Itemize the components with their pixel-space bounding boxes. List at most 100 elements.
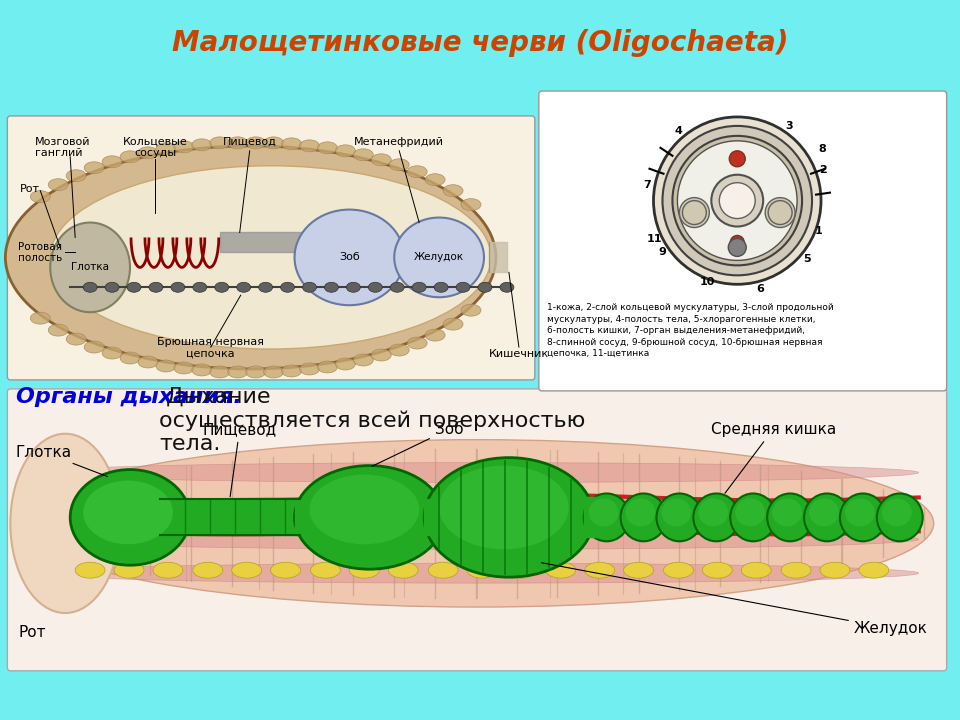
Ellipse shape [585,562,614,578]
Text: 10: 10 [700,277,715,287]
Ellipse shape [192,364,212,376]
Circle shape [672,136,802,266]
FancyBboxPatch shape [539,91,947,391]
Ellipse shape [264,137,283,149]
Circle shape [683,201,707,225]
Ellipse shape [192,139,212,150]
Ellipse shape [6,146,496,369]
Ellipse shape [228,137,248,149]
Text: Органы дыхания.: Органы дыхания. [16,387,242,407]
Ellipse shape [50,166,491,349]
Ellipse shape [48,324,68,336]
Text: 9: 9 [659,248,666,258]
Ellipse shape [731,493,776,541]
Circle shape [654,117,821,284]
Ellipse shape [300,140,320,152]
Ellipse shape [31,312,50,324]
Circle shape [768,201,792,225]
Ellipse shape [461,305,481,316]
Text: 5: 5 [804,254,811,264]
Ellipse shape [215,282,228,292]
Circle shape [719,183,756,219]
Ellipse shape [389,344,409,356]
Text: Глотка: Глотка [71,262,109,272]
Ellipse shape [369,282,382,292]
Ellipse shape [663,562,693,578]
Ellipse shape [174,141,194,153]
Text: Желудок: Желудок [541,563,927,636]
Ellipse shape [424,458,593,577]
Ellipse shape [237,282,251,292]
Ellipse shape [425,329,445,341]
Ellipse shape [105,282,119,292]
Ellipse shape [318,142,337,154]
Ellipse shape [772,498,802,526]
Ellipse shape [20,440,934,607]
Ellipse shape [102,347,122,359]
Ellipse shape [478,282,492,292]
Ellipse shape [809,498,839,526]
Text: 4: 4 [675,126,683,136]
FancyBboxPatch shape [8,389,947,671]
Ellipse shape [66,170,86,181]
Ellipse shape [156,360,176,372]
Ellipse shape [767,493,813,541]
Ellipse shape [36,463,919,482]
Ellipse shape [588,498,618,526]
Ellipse shape [500,282,514,292]
Text: Средняя кишка: Средняя кишка [710,422,836,493]
Text: 3: 3 [785,121,793,131]
Ellipse shape [193,282,206,292]
Ellipse shape [412,282,426,292]
Ellipse shape [620,493,666,541]
Ellipse shape [127,282,141,292]
Ellipse shape [66,333,86,345]
Ellipse shape [741,562,771,578]
Ellipse shape [120,352,140,364]
Ellipse shape [50,222,130,312]
Ellipse shape [84,162,104,174]
Ellipse shape [114,562,144,578]
Ellipse shape [149,282,163,292]
Ellipse shape [353,149,373,161]
Ellipse shape [335,358,355,370]
Text: Желудок: Желудок [414,253,465,262]
Ellipse shape [258,282,273,292]
Ellipse shape [280,282,295,292]
Ellipse shape [626,498,656,526]
Ellipse shape [174,362,194,374]
Ellipse shape [781,562,811,578]
Circle shape [765,197,795,228]
Ellipse shape [407,337,427,349]
Ellipse shape [389,159,409,171]
Text: Кишечник: Кишечник [489,349,549,359]
Ellipse shape [456,282,470,292]
Ellipse shape [193,562,223,578]
Ellipse shape [70,469,190,565]
Circle shape [662,126,812,275]
Text: Рот: Рот [20,184,40,194]
Ellipse shape [318,361,337,373]
Text: Брюшная нервная
цепочка: Брюшная нервная цепочка [157,338,264,359]
Ellipse shape [624,562,654,578]
Ellipse shape [661,498,691,526]
Text: 2: 2 [819,165,827,175]
Ellipse shape [31,191,50,202]
Text: Малощетинковые черви (Oligochaeta): Малощетинковые черви (Oligochaeta) [172,30,788,58]
Ellipse shape [102,156,122,168]
Ellipse shape [156,143,176,155]
Ellipse shape [36,529,919,549]
Ellipse shape [395,217,484,297]
Ellipse shape [434,282,448,292]
Ellipse shape [210,137,229,149]
Ellipse shape [264,366,283,378]
Ellipse shape [246,366,266,378]
Ellipse shape [295,210,404,305]
Ellipse shape [428,562,458,578]
Ellipse shape [388,562,419,578]
Ellipse shape [698,498,729,526]
Circle shape [680,197,709,228]
Ellipse shape [845,498,875,526]
Ellipse shape [281,365,301,377]
Ellipse shape [48,179,68,191]
